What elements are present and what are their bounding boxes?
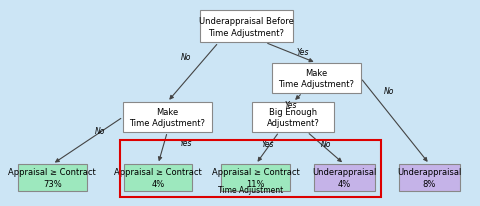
Text: Make
Time Adjustment?: Make Time Adjustment? [278, 68, 354, 89]
FancyBboxPatch shape [314, 164, 374, 191]
FancyBboxPatch shape [18, 164, 87, 191]
Text: Yes: Yes [285, 100, 297, 109]
Text: Yes: Yes [261, 139, 274, 148]
Text: Yes: Yes [180, 138, 192, 147]
Text: Big Enough
Adjustment?: Big Enough Adjustment? [266, 107, 320, 128]
Text: No: No [321, 139, 331, 148]
FancyBboxPatch shape [221, 164, 290, 191]
Text: No: No [181, 53, 191, 62]
FancyBboxPatch shape [399, 164, 460, 191]
Text: Appraisal ≥ Contract
73%: Appraisal ≥ Contract 73% [9, 167, 96, 188]
Text: Yes: Yes [296, 48, 309, 57]
Text: No: No [95, 126, 105, 135]
FancyBboxPatch shape [252, 103, 334, 132]
Text: Underappraisal
8%: Underappraisal 8% [397, 167, 462, 188]
Text: Make
Time Adjustment?: Make Time Adjustment? [129, 107, 205, 128]
Text: Time Adjustment: Time Adjustment [217, 185, 283, 194]
FancyBboxPatch shape [123, 164, 192, 191]
Text: Underappraisal
4%: Underappraisal 4% [312, 167, 376, 188]
Text: Appraisal ≥ Contract
4%: Appraisal ≥ Contract 4% [114, 167, 202, 188]
FancyBboxPatch shape [272, 64, 360, 93]
FancyBboxPatch shape [123, 103, 212, 132]
FancyBboxPatch shape [200, 12, 293, 43]
Text: Underappraisal Before
Time Adjustment?: Underappraisal Before Time Adjustment? [199, 17, 294, 37]
Text: No: No [384, 86, 394, 95]
Text: Appraisal ≥ Contract
11%: Appraisal ≥ Contract 11% [212, 167, 300, 188]
